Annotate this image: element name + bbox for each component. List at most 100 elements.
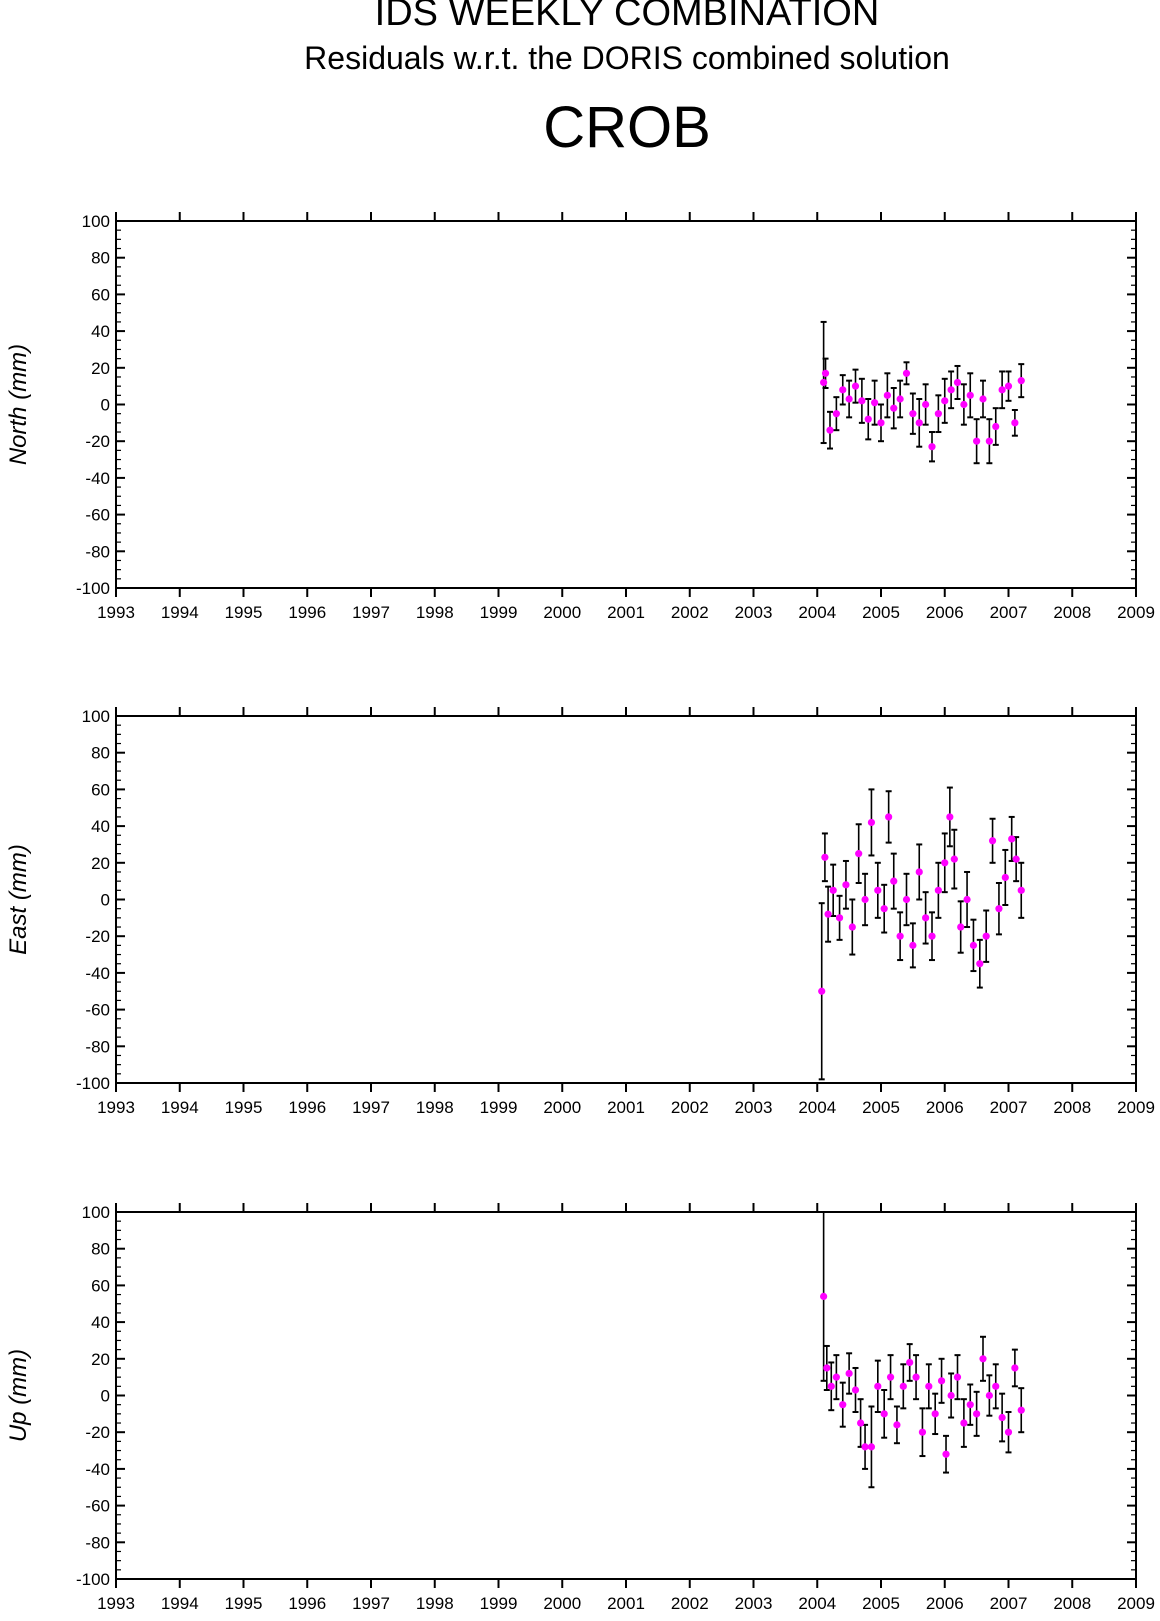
data-point: [829, 886, 837, 894]
y-tick-label: 40: [91, 1313, 110, 1332]
x-tick-label: 1995: [225, 603, 263, 622]
y-tick-label: 40: [91, 322, 110, 341]
y-tick-label: 100: [82, 707, 110, 726]
data-point: [885, 813, 893, 821]
y-tick-label: -40: [85, 964, 110, 983]
y-tick-label: -100: [76, 579, 110, 598]
north-panel: 100 80 60 40 20 0 -20 -40 -60 -80 -100 1993 1994 1995…: [5, 212, 1155, 622]
data-point: [890, 877, 898, 885]
x-tick-label: 2009: [1117, 1594, 1155, 1613]
x-tick-label: 1994: [161, 1098, 199, 1117]
data-point: [827, 1382, 835, 1390]
y-tick-label: 20: [91, 1350, 110, 1369]
data-point: [855, 850, 863, 858]
data-point: [922, 400, 930, 409]
y-tick-label: 60: [91, 780, 110, 799]
x-tick-label: 2004: [798, 1098, 836, 1117]
data-point: [857, 1419, 865, 1427]
data-point: [966, 1401, 974, 1409]
y-tick-label: 100: [82, 212, 110, 231]
x-tick-label: 1998: [416, 1098, 454, 1117]
x-tick-label: 2009: [1117, 1098, 1155, 1117]
data-point: [969, 941, 978, 949]
x-tick-label: 2004: [798, 603, 836, 622]
x-tick-label: 2005: [862, 1098, 900, 1117]
data-point: [902, 369, 911, 377]
x-tick-label: 1998: [416, 1594, 454, 1613]
data-point: [960, 400, 968, 409]
data-point: [918, 1428, 927, 1436]
data-point: [950, 855, 958, 863]
data-point: [953, 378, 962, 387]
x-tick-label: 1995: [225, 1594, 263, 1613]
data-point: [928, 932, 936, 940]
north-axis-label: North (mm): [5, 344, 32, 465]
data-point: [880, 905, 888, 913]
y-tick-label: 20: [91, 359, 110, 378]
x-tick-label: 1996: [288, 1594, 326, 1613]
data-point: [922, 914, 930, 922]
x-tick-label: 2002: [671, 603, 709, 622]
x-tick-label: 2008: [1053, 1594, 1091, 1613]
x-tick-label: 1996: [288, 1098, 326, 1117]
data-point: [851, 1386, 860, 1394]
data-point: [998, 386, 1006, 394]
data-point: [877, 419, 885, 427]
x-tick-label: 2008: [1053, 603, 1091, 622]
x-tick-label: 1994: [161, 603, 199, 622]
data-point: [1017, 1406, 1025, 1414]
x-tick-label: 2000: [543, 1594, 581, 1613]
data-point: [848, 923, 856, 931]
y-tick-label: -60: [85, 1001, 110, 1020]
data-point: [880, 1410, 888, 1418]
x-tick-label: 2001: [607, 603, 645, 622]
data-point: [937, 1377, 946, 1385]
data-point: [934, 886, 942, 894]
data-point: [957, 923, 965, 931]
data-point: [966, 391, 974, 399]
data-point: [1017, 377, 1025, 385]
x-tick-label: 2001: [607, 1098, 645, 1117]
x-tick-label: 2000: [543, 603, 581, 622]
y-tick-label: 60: [91, 1276, 110, 1295]
east-axis-label: East (mm): [5, 844, 32, 955]
x-tick-label: 2005: [862, 603, 900, 622]
data-point: [893, 1421, 901, 1429]
data-point: [941, 397, 949, 405]
data-point: [947, 386, 955, 394]
x-tick-label: 1999: [480, 1098, 518, 1117]
y-tick-label: -40: [85, 1460, 110, 1479]
x-tick-label: 1999: [480, 603, 518, 622]
data-point: [947, 1391, 955, 1400]
y-tick-label: 0: [101, 396, 110, 415]
data-point: [915, 868, 923, 876]
up-plot-frame: [115, 1211, 1137, 1580]
data-point: [851, 382, 860, 390]
data-point: [942, 1450, 950, 1458]
data-point: [823, 1364, 831, 1372]
x-tick-label: 2003: [735, 1098, 773, 1117]
x-tick-label: 2008: [1053, 1098, 1091, 1117]
data-point: [861, 1443, 869, 1451]
x-tick-label: 2002: [671, 1594, 709, 1613]
x-tick-label: 1995: [225, 1098, 263, 1117]
data-point: [820, 378, 828, 387]
data-point: [1004, 382, 1013, 390]
x-tick-label: 1997: [352, 1594, 390, 1613]
data-point: [874, 1382, 882, 1390]
data-point: [979, 395, 987, 403]
y-tick-label: 80: [91, 744, 110, 763]
data-point: [928, 443, 936, 451]
data-point: [845, 395, 853, 403]
x-tick-label: 1993: [97, 1594, 135, 1613]
x-tick-label: 1997: [352, 1098, 390, 1117]
data-point: [963, 895, 971, 904]
y-tick-label: -40: [85, 469, 110, 488]
data-point: [890, 404, 898, 412]
data-point: [941, 859, 949, 867]
data-point: [821, 853, 829, 861]
data-point: [1001, 873, 1009, 882]
x-tick-label: 1997: [352, 603, 390, 622]
data-point: [909, 941, 917, 949]
data-point: [992, 1382, 1000, 1390]
